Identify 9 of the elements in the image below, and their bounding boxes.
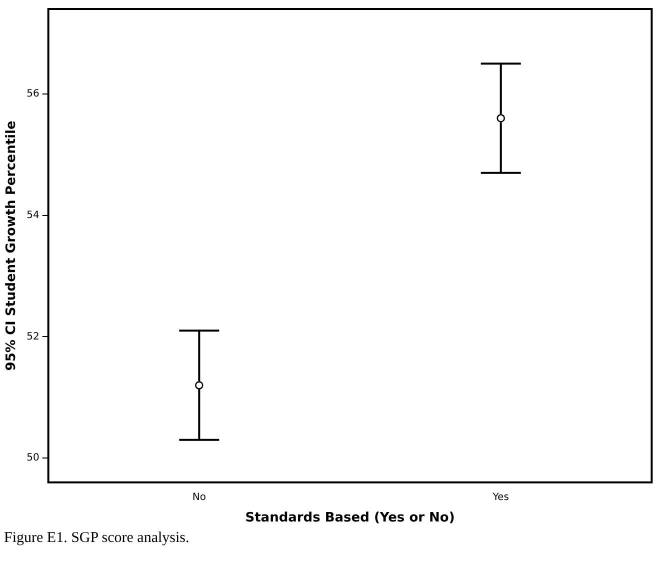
x-tick-label: No: [192, 492, 206, 503]
y-tick-label: 50: [26, 452, 40, 464]
y-axis-title: 95% CI Student Growth Percentile: [4, 120, 20, 371]
x-tick-label: Yes: [492, 492, 509, 503]
x-axis-title: Standards Based (Yes or No): [245, 510, 455, 526]
y-tick-label: 56: [26, 88, 40, 100]
caption: Figure E1. SGP score analysis.: [4, 530, 190, 547]
y-tick-label: 52: [26, 331, 40, 342]
y-tick-label: 54: [26, 210, 40, 221]
